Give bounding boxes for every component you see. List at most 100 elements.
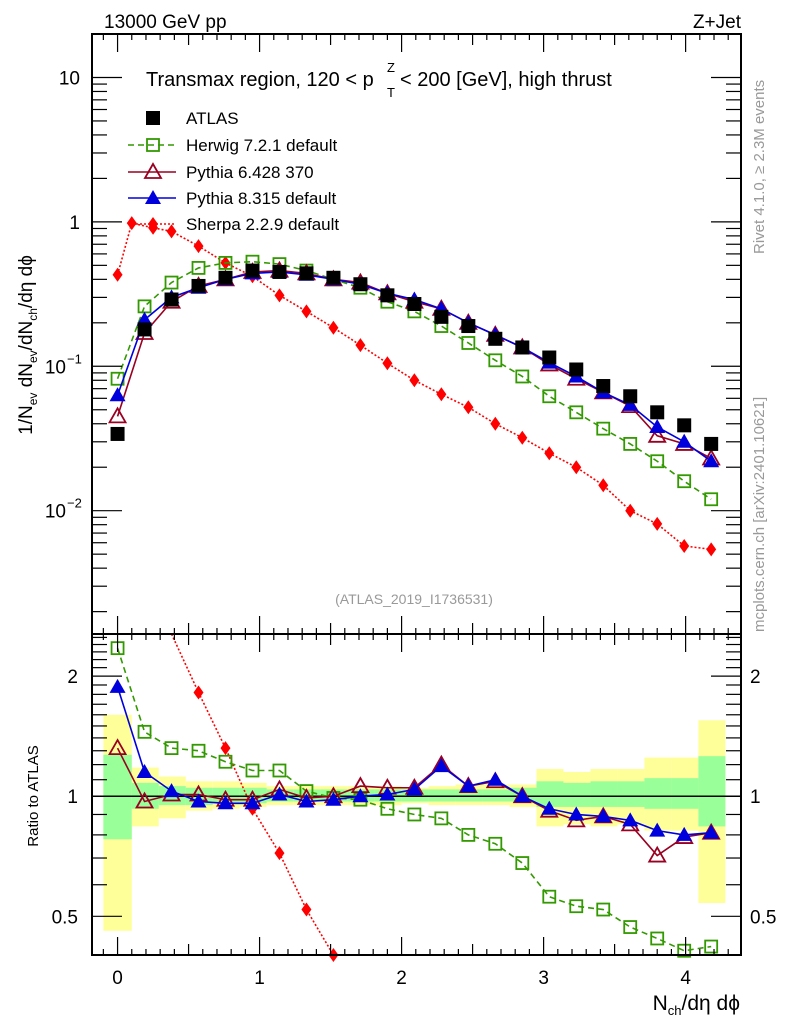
x-tick-label: 0 [112,968,123,989]
main-point-sherpa-2-2-9-default [490,416,501,431]
ratio-point-pythia-8-315-default [433,758,450,773]
ratio-point-pythia-8-315-default [298,793,315,808]
ratio-point-pythia-8-315-default [568,806,585,821]
x-tick-label: 3 [538,968,549,989]
main-point-atlas [461,319,476,334]
main-point-atlas [704,436,719,451]
ratio-y-tick-label-left: 0.5 [52,907,78,928]
ratio-point-pythia-8-315-default [244,795,261,810]
main-point-atlas [110,426,125,441]
ratio-point-pythia-8-315-default [352,788,369,803]
ratio-point-pythia-8-315-default [703,824,720,839]
legend-marker-sherpa-2-2-9-default [148,217,158,231]
ratio-uncertainty-bands [92,714,741,931]
main-point-atlas [596,379,611,394]
legend-label-pythia-6-428-370: Pythia 6.428 370 [186,163,314,182]
ratio-frame [91,633,742,956]
ratio-point-pythia-8-315-default [514,788,531,803]
main-point-herwig-7-2-1-default [623,437,638,451]
main-point-sherpa-2-2-9-default [517,430,528,445]
ratio-point-pythia-8-315-default [595,808,612,823]
main-point-herwig-7-2-1-default [164,275,179,290]
main-point-atlas [326,270,341,285]
ratio-point-pythia-8-315-default [649,822,666,837]
ratio-point-herwig-7-2-1-default [245,763,260,778]
ratio-point-herwig-7-2-1-default [596,902,611,917]
legend-marker-atlas [146,111,160,125]
main-point-sherpa-2-2-9-default [301,304,312,319]
legend-marker-pythia-8-315-default [145,190,161,204]
ratio-point-pythia-8-315-default [271,786,288,801]
main-point-herwig-7-2-1-default [488,353,503,368]
title-subscript: T [387,85,395,100]
main-point-sherpa-2-2-9-default [166,224,177,239]
analysis-id: (ATLAS_2019_I1736531) [335,591,493,607]
x-tick-label: 2 [396,968,407,989]
ratio-point-sherpa-2-2-9-default [274,846,285,861]
ratio-y-tick-label-left: 2 [67,667,78,688]
stat-uncertainty-band [671,778,699,809]
ratio-point-herwig-7-2-1-default [407,807,422,822]
main-point-sherpa-2-2-9-default [436,387,447,402]
y-tick-label: 1 [69,213,80,234]
main-point-atlas [218,270,233,285]
main-point-sherpa-2-2-9-default [706,542,717,557]
main-point-atlas [164,292,179,307]
ratio-point-herwig-7-2-1-default [542,889,557,904]
main-point-pythia-8-315-default [676,433,693,448]
ratio-point-pythia-8-315-default [487,771,504,786]
ratio-point-herwig-7-2-1-default [704,939,719,954]
stat-uncertainty-band [428,789,456,802]
stat-uncertainty-band [563,782,591,807]
main-point-atlas [245,263,260,278]
stat-uncertainty-band [617,781,645,807]
x-tick-label: 1 [254,968,265,989]
main-point-herwig-7-2-1-default [461,336,476,350]
main-point-herwig-7-2-1-default [704,492,719,507]
main-point-atlas [542,350,557,365]
main-point-atlas [515,340,530,355]
legend: ATLAS Herwig 7.2.1 default Pythia 6.428 37… [128,109,339,234]
main-point-sherpa-2-2-9-default [126,216,137,231]
main-point-pythia-8-315-default [649,418,666,433]
ratio-point-herwig-7-2-1-default [191,743,206,758]
stat-uncertainty-band [590,781,618,807]
ratio-point-herwig-7-2-1-default [569,899,584,914]
ratio-point-pythia-8-315-default [622,812,639,827]
stat-uncertainty-band [103,754,132,840]
main-point-atlas [407,296,422,311]
ratio-point-sherpa-2-2-9-default [193,685,204,700]
main-point-atlas [137,322,152,337]
ratio-point-pythia-8-315-default [676,826,693,841]
ratio-point-pythia-8-315-default [406,781,423,796]
ratio-point-herwig-7-2-1-default [434,811,449,826]
ratio-point-herwig-7-2-1-default [380,801,395,816]
ratio-y-tick-label-left: 1 [67,787,78,808]
main-point-atlas [191,278,206,293]
ratio-point-herwig-7-2-1-default [137,724,152,739]
header-left-label: 13000 GeV pp [104,12,227,33]
y-tick-exponent: −1 [67,351,82,366]
main-point-sherpa-2-2-9-default [274,288,285,303]
main-point-atlas [299,266,314,281]
ratio-point-pythia-8-315-default [109,678,126,693]
ratio-point-pythia-8-315-default [217,795,234,810]
main-point-sherpa-2-2-9-default [355,338,366,353]
legend-marker-herwig-7-2-1-default [146,138,160,152]
main-point-pythia-6-428-370 [108,406,128,424]
ratio-y-tick-label-right: 0.5 [750,907,776,928]
ratio-point-herwig-7-2-1-default [650,931,665,946]
ratio-point-herwig-7-2-1-default [623,920,638,934]
ratio-y-tick-label-right: 2 [750,667,761,688]
ratio-point-pythia-8-315-default [136,763,153,778]
main-point-sherpa-2-2-9-default [679,538,690,553]
ratio-point-herwig-7-2-1-default [461,827,476,842]
main-point-herwig-7-2-1-default [218,255,233,270]
y-tick-label: 10 [45,357,66,378]
main-point-atlas [677,418,692,433]
main-series-layer [108,216,721,557]
main-point-atlas [488,331,503,346]
main-point-sherpa-2-2-9-default [652,516,663,531]
stat-uncertainty-band [698,756,726,827]
